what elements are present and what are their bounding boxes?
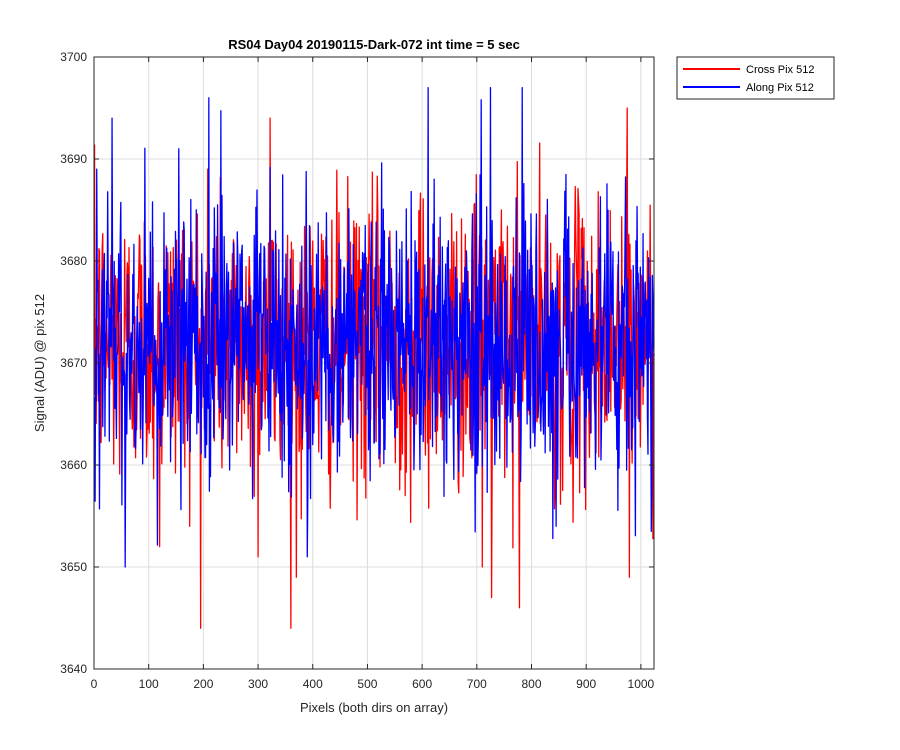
y-tick-label: 3700: [60, 50, 87, 64]
ticks: [93, 56, 654, 670]
x-tick-label: 300: [248, 677, 268, 691]
y-tick-label: 3650: [60, 560, 87, 574]
legend-box: [676, 56, 835, 100]
x-tick-label: 700: [467, 677, 487, 691]
x-tick-label: 400: [303, 677, 323, 691]
x-tick-label: 0: [91, 677, 98, 691]
x-tick-label: 200: [193, 677, 213, 691]
series-line-along-pix-512: [93, 86, 655, 568]
x-tick-label: 600: [412, 677, 432, 691]
y-tick-label: 3680: [60, 254, 87, 268]
y-tick-label: 3690: [60, 152, 87, 166]
legend-label-cross: Cross Pix 512: [746, 64, 814, 76]
chart-title: RS04 Day04 20190115-Dark-072 int time = …: [228, 37, 520, 52]
legend: Cross Pix 512 Along Pix 512: [676, 56, 835, 100]
x-tick-label: 500: [357, 677, 377, 691]
x-tick-label: 900: [576, 677, 596, 691]
y-tick-labels: 3640 3650 3660 3670 3680 3690 3700: [60, 50, 87, 676]
x-axis-label: Pixels (both dirs on array): [300, 700, 448, 715]
y-tick-label: 3660: [60, 458, 87, 472]
x-tick-label: 1000: [628, 677, 655, 691]
y-tick-label: 3670: [60, 356, 87, 370]
x-tick-label: 100: [139, 677, 159, 691]
x-tick-label: 800: [521, 677, 541, 691]
y-tick-label: 3640: [60, 662, 87, 676]
legend-label-along: Along Pix 512: [746, 82, 814, 94]
series-layer: [93, 86, 655, 629]
x-tick-labels: 0 100 200 300 400 500 600 700 800 900 1000: [91, 677, 655, 691]
y-axis-label: Signal (ADU) @ pix 512: [32, 294, 47, 432]
